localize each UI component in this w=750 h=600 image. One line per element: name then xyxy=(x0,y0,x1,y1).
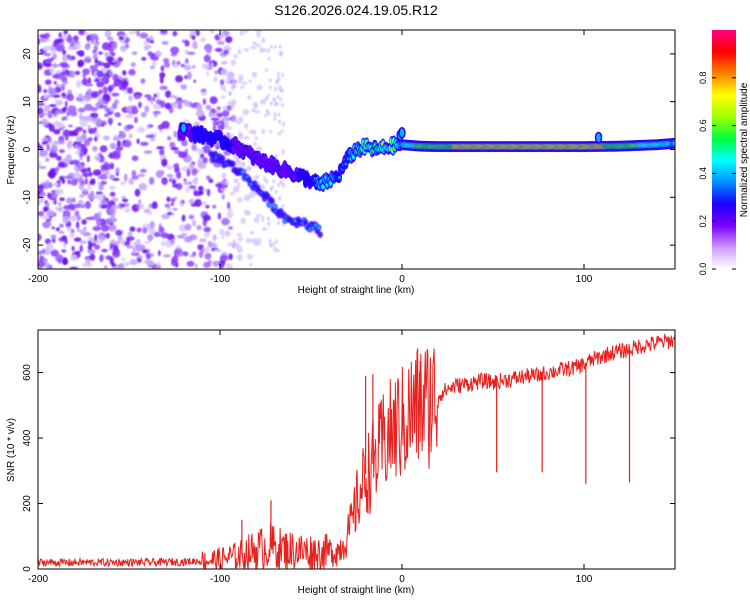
colorbar-label: Normalized spectral amplitude xyxy=(739,82,750,217)
colorbar-tick-label: 0.8 xyxy=(698,72,708,85)
y-tick-label: -10 xyxy=(22,190,33,205)
colorbar-tick-label: 0.6 xyxy=(698,119,708,132)
snr-frame xyxy=(37,329,676,570)
snr-y-axis: 0 200 400 600 xyxy=(22,364,675,572)
spectral-ridge xyxy=(177,121,675,193)
y-tick-label: 600 xyxy=(22,364,33,381)
snr-line xyxy=(38,333,675,569)
colorbar-gradient xyxy=(712,30,736,269)
colorbar-ticks: 0.0 0.2 0.4 0.6 0.8 xyxy=(698,72,736,276)
chart-title: S126.2026.024.19.05.R12 xyxy=(274,2,438,18)
colorbar-tick-label: 0.0 xyxy=(698,263,708,276)
spectral-branch xyxy=(208,150,323,238)
y-tick-label: 200 xyxy=(22,495,33,512)
x-tick-label: -100 xyxy=(210,274,230,285)
spectrogram-plot-area xyxy=(38,30,675,269)
x-tick-label: 100 xyxy=(576,574,593,585)
colorbar-tick-label: 0.4 xyxy=(698,167,708,180)
y-tick-label: 0 xyxy=(22,566,33,572)
snr-plot-area xyxy=(38,333,675,569)
spectrogram-x-axis: -200 -100 0 100 xyxy=(28,30,593,285)
x-tick-label: 100 xyxy=(576,274,593,285)
x-tick-label: -200 xyxy=(28,574,48,585)
snr-x-label: Height of straight line (km) xyxy=(298,585,415,596)
snr-y-label: SNR (10 * v/v) xyxy=(6,418,17,482)
x-tick-label: -100 xyxy=(210,574,230,585)
colorbar-tick-label: 0.2 xyxy=(698,215,708,228)
colorbar: 0.0 0.2 0.4 0.6 0.8 Normalized spectral ampl… xyxy=(698,30,750,275)
spectrogram-y-label: Frequency (Hz) xyxy=(6,116,17,185)
snr-x-axis: -200 -100 0 100 xyxy=(28,330,593,585)
y-tick-label: 400 xyxy=(22,429,33,446)
snr-panel: -200 -100 0 100 0 200 400 600 Height of straig… xyxy=(6,329,676,596)
noise-cloud xyxy=(38,30,286,269)
x-tick-label: 0 xyxy=(399,274,405,285)
x-tick-label: -200 xyxy=(28,274,48,285)
y-tick-label: 0 xyxy=(22,146,33,152)
y-tick-label: 10 xyxy=(22,96,33,108)
y-tick-label: -20 xyxy=(22,237,33,252)
spectrogram-y-axis: -20 -10 0 10 20 xyxy=(22,48,675,252)
x-tick-label: 0 xyxy=(399,574,405,585)
y-tick-label: 20 xyxy=(22,48,33,60)
spectrogram-x-label: Height of straight line (km) xyxy=(298,285,415,296)
